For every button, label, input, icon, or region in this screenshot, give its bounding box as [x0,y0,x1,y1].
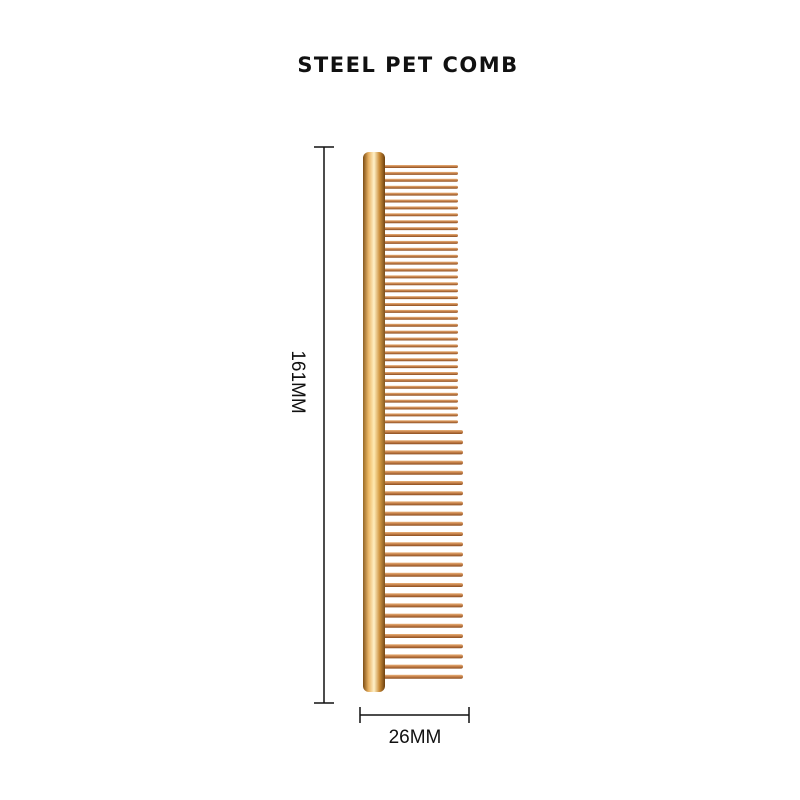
comb-teeth [383,165,463,679]
comb-tooth [383,309,458,313]
comb-tooth [383,378,458,382]
comb-tooth [383,296,458,300]
comb-tooth [383,220,458,224]
comb-tooth [383,185,458,189]
comb-tooth [383,634,463,638]
comb-tooth [383,372,458,375]
width-label: 26MM [389,727,442,748]
comb-tooth [383,593,463,598]
comb-tooth [383,603,463,608]
height-dimension: 161MM [287,146,334,704]
comb-tooth [383,406,458,410]
comb-tooth [383,623,463,628]
comb-tooth [383,440,463,445]
height-label: 161MM [287,350,308,413]
comb-tooth [383,501,463,506]
comb-tooth [383,420,458,424]
comb-tooth [383,430,463,434]
comb-tooth [383,511,463,516]
comb-tooth [383,254,458,258]
comb-tooth [383,491,463,496]
comb-tooth [383,460,463,465]
comb-tooth [383,337,458,341]
comb-tooth [383,392,458,396]
comb-tooth [383,470,463,475]
comb-tooth [383,358,458,362]
comb-tooth [383,532,463,536]
comb-tooth [383,227,458,231]
comb-tooth [383,664,463,669]
comb-tooth [383,178,458,182]
comb-tooth [383,613,463,618]
comb-tooth [383,303,458,306]
comb-tooth [383,450,463,455]
comb-tooth [383,199,458,203]
comb-tooth [383,261,458,265]
comb-tooth [383,234,458,237]
comb-tooth [383,521,463,526]
comb-tooth [383,192,458,196]
comb-tooth [383,399,458,403]
comb-tooth [383,240,458,244]
comb-tooth [383,644,463,649]
comb-tooth [383,330,458,334]
comb-tooth [383,583,463,587]
comb-tooth [383,351,458,355]
comb-tooth [383,552,463,557]
comb-tooth [383,171,458,175]
comb-tooth [383,316,458,320]
comb-tooth [383,385,458,389]
comb-tooth [383,413,458,417]
comb-tooth [383,674,463,679]
comb-spine-shine [363,152,385,692]
comb-tooth [383,275,458,279]
comb-tooth [383,344,458,348]
comb-tooth [383,481,463,485]
comb-tooth [383,289,458,293]
comb-tooth [383,247,458,251]
title: STEEL PET COMB [297,53,518,77]
comb-tooth [383,213,458,217]
comb-tooth [383,165,458,168]
comb-tooth [383,654,463,659]
comb-tooth [383,323,458,327]
comb-tooth [383,282,458,286]
comb-tooth [383,542,463,547]
comb-tooth [383,365,458,369]
width-dimension: 26MM [359,707,470,748]
comb-tooth [383,572,463,577]
comb-tooth [383,562,463,567]
comb-tooth [383,206,458,210]
comb-tooth [383,268,458,272]
